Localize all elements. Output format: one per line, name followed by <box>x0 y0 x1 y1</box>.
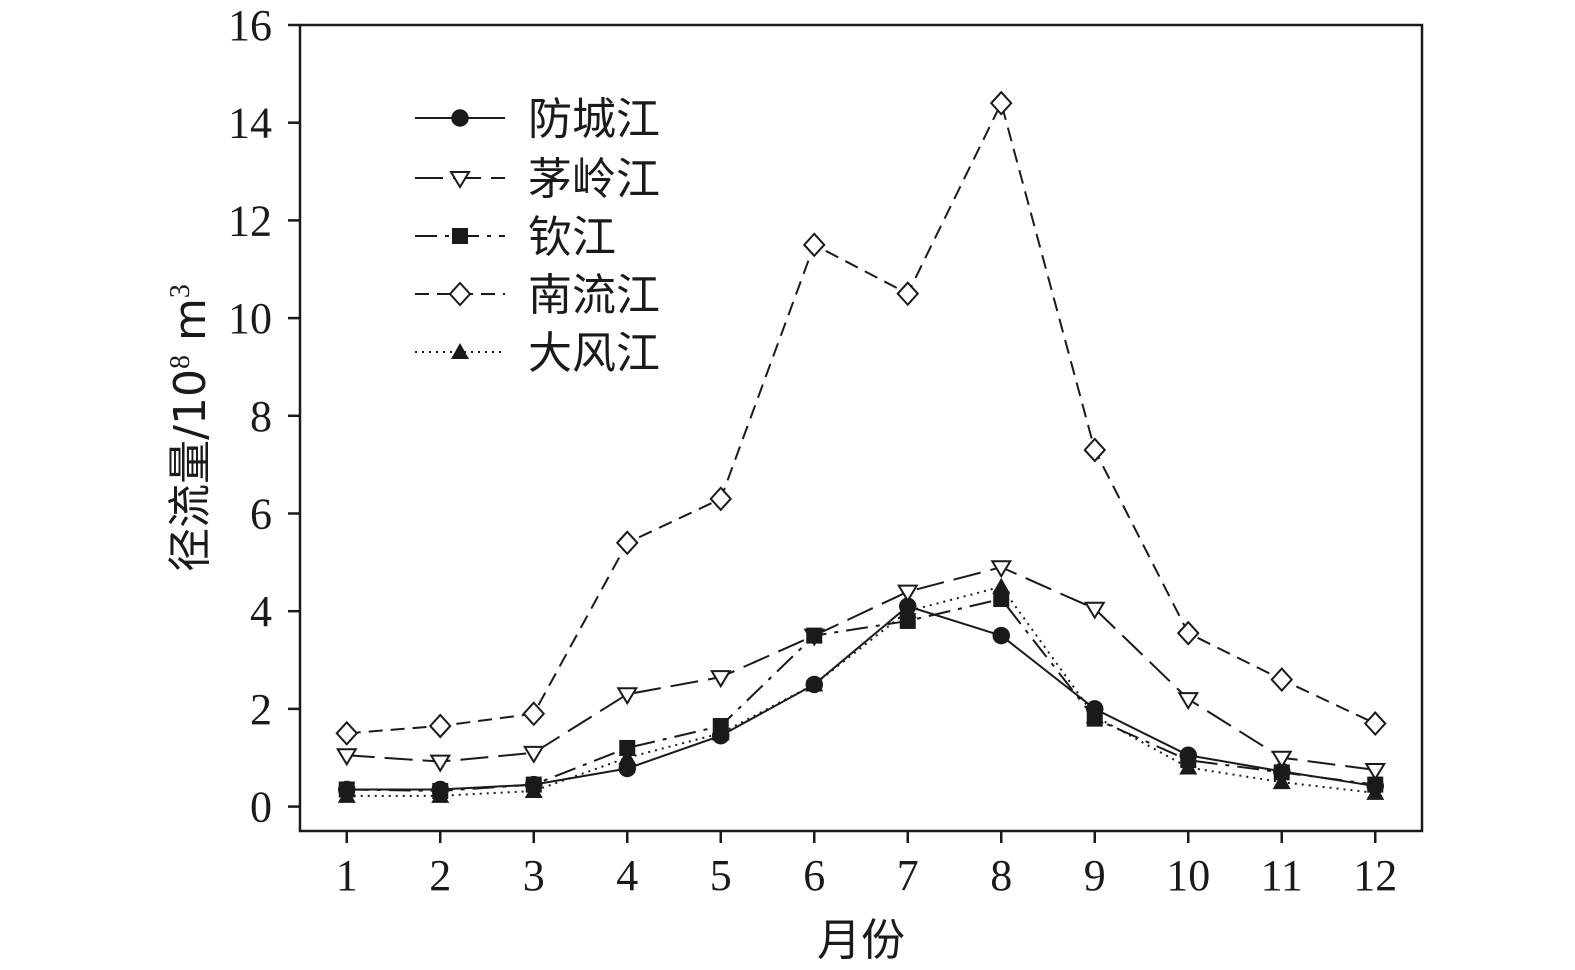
series-4-point-6 <box>802 232 826 258</box>
y-tick-label-12: 12 <box>228 196 272 245</box>
series-4-point-1 <box>335 720 359 746</box>
series-4-point-3 <box>522 701 546 727</box>
x-tick-label-1: 1 <box>336 851 358 900</box>
x-axis-ticks: 1 2 3 4 5 6 7 8 9 10 11 12 <box>336 831 1397 900</box>
y-tick-label-16: 16 <box>228 1 272 50</box>
x-tick-label-3: 3 <box>523 851 545 900</box>
x-tick-label-9: 9 <box>1084 851 1106 900</box>
series-3-point-4 <box>619 739 636 756</box>
y-axis-ticks: 0 2 4 6 8 10 12 14 16 <box>228 1 300 832</box>
x-axis-title: 月份 <box>817 915 905 966</box>
series-2-point-11 <box>1270 750 1293 769</box>
series-2-point-12 <box>1364 762 1387 781</box>
x-tick-label-12: 12 <box>1353 851 1397 900</box>
x-tick-label-6: 6 <box>803 851 825 900</box>
series-5-point-3 <box>524 781 543 798</box>
series-5-point-5 <box>711 724 730 741</box>
y-axis-title-sup-8: 8 <box>165 355 196 369</box>
legend-label-1: 防城江 <box>528 94 660 145</box>
y-tick-label-10: 10 <box>228 294 272 343</box>
series-2-point-4 <box>616 687 639 706</box>
y-axis-title-sup-3: 3 <box>165 284 196 298</box>
legend-item-4: 南流江 <box>415 270 660 321</box>
series-5-point-10 <box>1179 758 1198 775</box>
series-5 <box>337 577 1385 803</box>
legend-label-4: 南流江 <box>528 270 660 321</box>
y-axis-title-prefix: 径流量/10 <box>165 369 216 572</box>
legend-item-5: 大风江 <box>415 328 660 379</box>
series-2 <box>335 560 1387 781</box>
x-tick-label-5: 5 <box>710 851 732 900</box>
legend-item-2: 茅岭江 <box>415 154 660 205</box>
series-1-point-8 <box>992 626 1010 645</box>
legend-label-5: 大风江 <box>528 328 660 379</box>
y-tick-label-14: 14 <box>228 99 272 148</box>
x-tick-label-2: 2 <box>429 851 451 900</box>
series-2-point-1 <box>335 748 358 767</box>
legend-item-3: 钦江 <box>415 212 616 263</box>
series-line-3 <box>346 597 1376 792</box>
legend-marker-2 <box>449 171 471 189</box>
series-5-point-12 <box>1366 783 1385 800</box>
series-5-point-6 <box>805 675 824 692</box>
y-axis-title-unit: m <box>165 298 216 355</box>
series-4 <box>335 90 1387 746</box>
x-tick-label-4: 4 <box>616 851 638 900</box>
series-4-point-7 <box>896 281 920 307</box>
series-line-5 <box>346 585 1376 797</box>
series-3-point-11 <box>1273 764 1290 781</box>
series-5-point-8 <box>992 577 1011 594</box>
legend-marker-5 <box>451 343 469 359</box>
series-2-point-10 <box>1177 692 1200 711</box>
series-2-point-8 <box>990 560 1013 579</box>
plot-frame <box>298 23 1424 833</box>
series-line-1 <box>346 605 1376 791</box>
series-3-point-8 <box>993 590 1010 607</box>
legend-item-1: 防城江 <box>415 94 660 145</box>
series-4-point-8 <box>989 90 1013 116</box>
series-2-point-2 <box>429 754 452 773</box>
series-4-point-9 <box>1083 437 1107 463</box>
series-4-point-2 <box>428 713 452 739</box>
series-layer <box>335 90 1387 803</box>
legend-marker-1 <box>451 109 469 127</box>
series-line-2 <box>346 566 1376 771</box>
series-4-point-4 <box>615 530 639 556</box>
series-2-point-5 <box>709 670 732 689</box>
x-tick-label-8: 8 <box>990 851 1012 900</box>
series-4-point-12 <box>1363 711 1387 737</box>
x-tick-label-7: 7 <box>897 851 919 900</box>
series-5-point-4 <box>618 748 637 765</box>
series-3-point-6 <box>806 627 823 644</box>
y-axis-title: 径流量/108 m3 <box>165 284 216 572</box>
series-5-point-9 <box>1085 707 1104 724</box>
series-5-point-1 <box>337 786 356 803</box>
y-tick-label-8: 8 <box>250 392 272 441</box>
series-2-point-9 <box>1083 601 1106 620</box>
series-4-point-11 <box>1270 667 1294 693</box>
series-2-point-3 <box>522 745 545 764</box>
series-5-point-7 <box>898 602 917 619</box>
series-line-4 <box>346 100 1376 735</box>
series-2-point-7 <box>896 584 919 603</box>
x-tick-label-11: 11 <box>1261 851 1303 900</box>
legend-label-3: 钦江 <box>528 212 616 263</box>
series-5-point-2 <box>431 786 450 803</box>
series-4-point-5 <box>709 486 733 512</box>
series-4-point-10 <box>1176 620 1200 646</box>
legend-marker-4 <box>448 281 472 307</box>
y-tick-label-0: 0 <box>250 783 272 832</box>
x-tick-label-10: 10 <box>1166 851 1210 900</box>
y-tick-label-6: 6 <box>250 489 272 538</box>
y-tick-label-4: 4 <box>250 587 272 636</box>
legend-marker-3 <box>452 228 468 244</box>
series-3 <box>338 590 1384 799</box>
y-tick-label-2: 2 <box>250 685 272 734</box>
series-5-point-11 <box>1272 773 1291 790</box>
legend-label-2: 茅岭江 <box>528 154 660 205</box>
